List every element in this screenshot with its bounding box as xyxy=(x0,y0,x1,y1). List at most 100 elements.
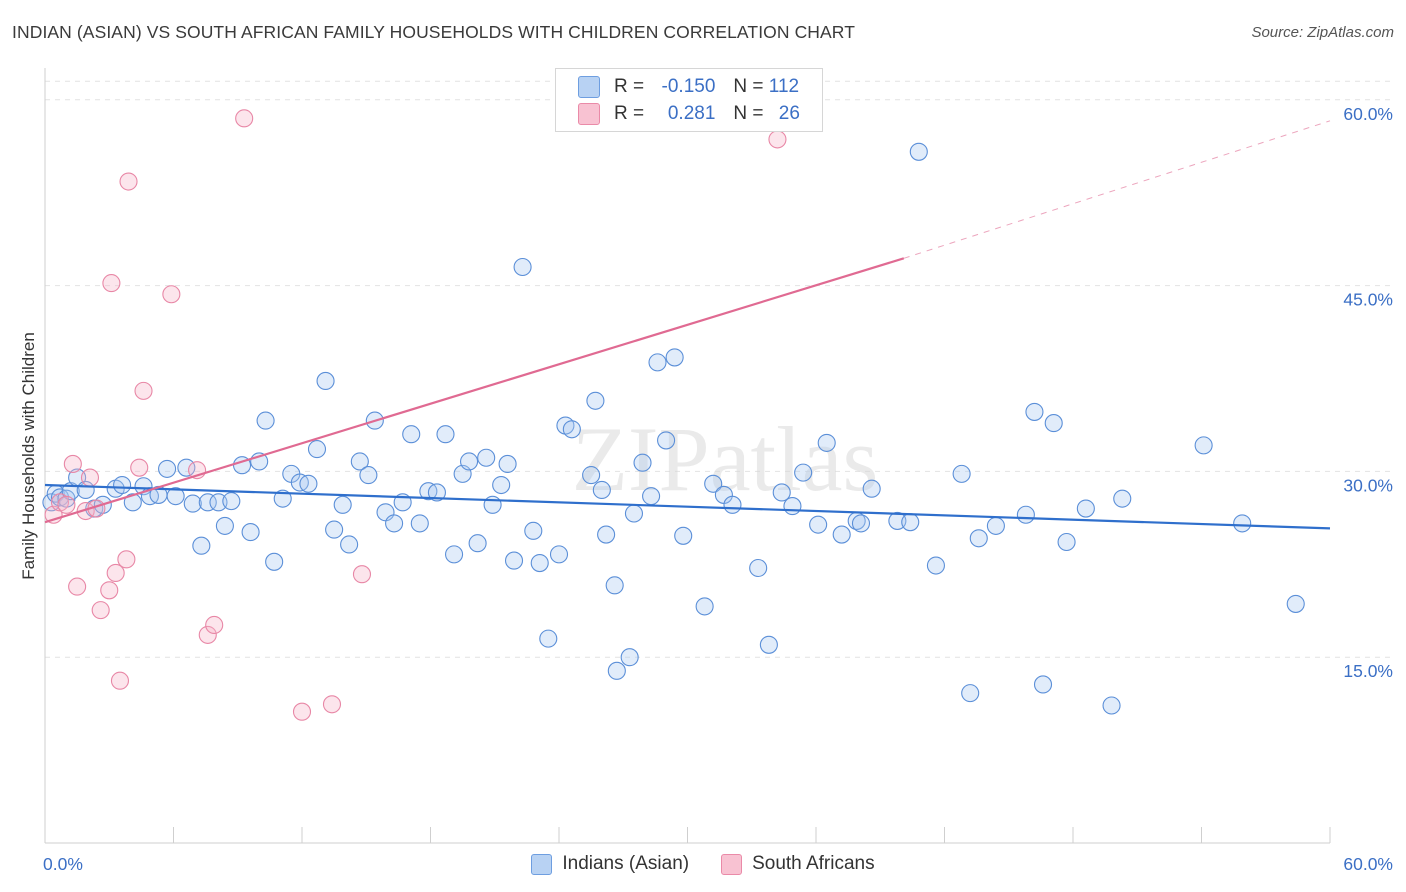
data-point xyxy=(273,489,292,508)
data-point xyxy=(91,601,110,620)
data-point xyxy=(340,535,359,554)
trend-lines xyxy=(44,120,1331,530)
data-point xyxy=(665,348,684,367)
data-point xyxy=(832,525,851,544)
data-point xyxy=(158,459,177,478)
series-1 xyxy=(44,109,787,721)
grid-lines xyxy=(45,80,1392,658)
data-point xyxy=(794,463,813,482)
legend-swatch-south-africans xyxy=(721,853,743,875)
data-point xyxy=(633,453,652,472)
data-point xyxy=(350,452,369,471)
data-point xyxy=(759,635,778,654)
data-point xyxy=(969,529,988,548)
series-0 xyxy=(42,142,1305,715)
data-point xyxy=(961,684,980,703)
data-point xyxy=(513,257,532,277)
y-axis-label: Family Households with Children xyxy=(19,332,38,580)
data-point xyxy=(215,516,234,535)
r-value-south-africans: 0.281 xyxy=(667,103,716,124)
data-point xyxy=(909,142,928,161)
data-point xyxy=(209,493,228,512)
data-point xyxy=(110,671,130,690)
data-point xyxy=(586,391,605,410)
data-point xyxy=(657,431,676,450)
data-point xyxy=(530,554,549,573)
data-point xyxy=(597,525,616,544)
data-point xyxy=(445,545,464,564)
data-point xyxy=(524,521,543,540)
data-point xyxy=(477,448,496,467)
legend-item-south-africans[interactable]: South Africans xyxy=(721,853,875,875)
data-point xyxy=(410,514,429,533)
data-point xyxy=(117,550,136,569)
data-point xyxy=(1044,414,1063,433)
data-point xyxy=(80,468,100,487)
data-point xyxy=(316,371,335,391)
data-point xyxy=(162,285,181,304)
data-point xyxy=(642,487,661,506)
data-point xyxy=(723,495,742,514)
data-point xyxy=(1033,675,1053,694)
series-legend: Indians (Asian) South Africans xyxy=(0,850,1406,878)
data-point xyxy=(768,130,787,149)
data-point xyxy=(901,513,920,532)
data-point xyxy=(106,563,125,583)
data-point xyxy=(183,494,202,513)
trend-line-extension xyxy=(903,120,1331,259)
legend-swatch-south-africans xyxy=(578,103,600,125)
data-point xyxy=(325,520,344,539)
data-point xyxy=(952,464,971,483)
axes xyxy=(44,68,1331,844)
data-point xyxy=(436,425,455,444)
data-point xyxy=(772,483,791,502)
trend-line xyxy=(44,257,905,524)
legend-item-indians[interactable]: Indians (Asian) xyxy=(531,853,689,875)
data-point xyxy=(322,695,342,714)
trend-line xyxy=(44,483,1331,530)
data-point xyxy=(1016,505,1035,524)
data-point xyxy=(130,458,149,477)
data-point xyxy=(307,440,327,459)
data-point xyxy=(235,109,254,128)
data-point xyxy=(549,545,569,564)
data-point xyxy=(205,615,224,635)
data-point xyxy=(504,551,524,570)
data-point xyxy=(926,556,945,575)
legend-row-south-africans: R = 0.281 N = 26 xyxy=(578,101,800,127)
data-point xyxy=(1057,532,1076,552)
data-point xyxy=(1025,402,1044,421)
data-point xyxy=(1102,696,1121,715)
data-point xyxy=(492,475,511,495)
data-point xyxy=(166,487,185,506)
data-point xyxy=(76,501,95,521)
data-point xyxy=(1286,594,1305,613)
data-point xyxy=(123,493,142,512)
data-point xyxy=(1113,489,1132,508)
data-point xyxy=(427,483,446,502)
y-tick-label: 15.0% xyxy=(1343,661,1393,681)
legend-row-indians: R = -0.150 N = 112 xyxy=(578,74,799,100)
data-point xyxy=(620,648,639,667)
data-point xyxy=(809,515,828,534)
data-point xyxy=(704,474,723,493)
y-tick-label: 60.0% xyxy=(1343,104,1393,124)
r-value-indians: -0.150 xyxy=(661,76,716,97)
data-point xyxy=(1076,499,1095,518)
data-point xyxy=(1194,436,1213,455)
data-point xyxy=(292,702,312,721)
data-point xyxy=(562,420,581,439)
data-point xyxy=(222,492,241,511)
data-point xyxy=(299,474,318,493)
data-point xyxy=(851,514,871,533)
data-point xyxy=(352,565,372,584)
data-point xyxy=(498,454,517,474)
data-point xyxy=(50,488,70,507)
legend-swatch-indians xyxy=(531,853,553,875)
data-point xyxy=(359,466,378,485)
data-point xyxy=(605,576,624,595)
legend-label-south-africans: South Africans xyxy=(752,853,875,874)
data-point xyxy=(102,274,121,293)
y-tick-label: 45.0% xyxy=(1343,290,1393,310)
